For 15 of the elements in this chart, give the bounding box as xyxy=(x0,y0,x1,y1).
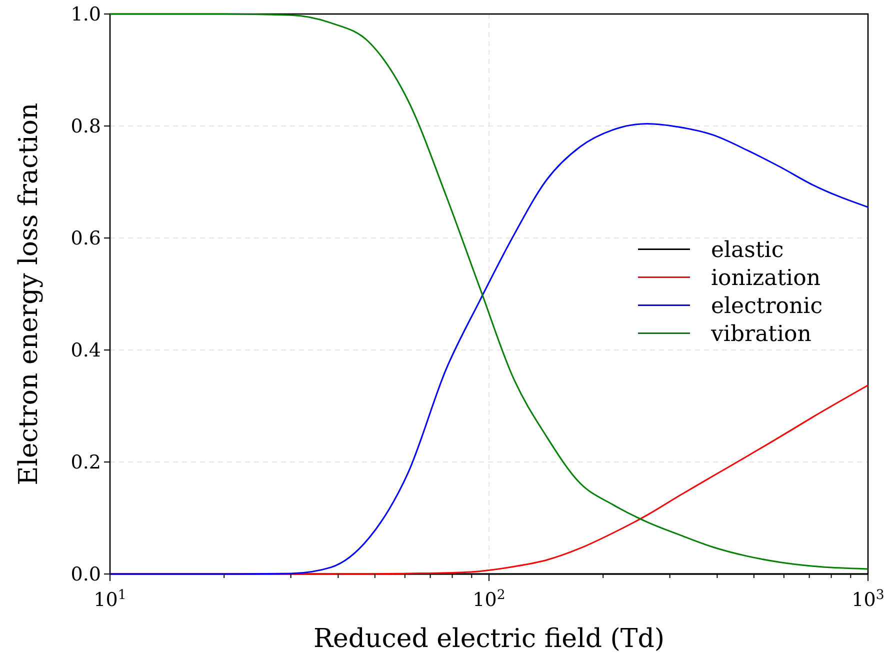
x-tick-label: 10$^{3}$ xyxy=(852,588,884,611)
legend-label: elastic xyxy=(711,238,784,263)
legend-label: electronic xyxy=(711,294,823,319)
y-tick-label: 0.4 xyxy=(70,340,101,362)
x-axis-title: Reduced electric field (Td) xyxy=(313,624,665,654)
y-tick-label: 0.0 xyxy=(70,564,101,586)
y-tick-label: 0.6 xyxy=(70,228,101,250)
y-tick-label: 0.2 xyxy=(70,452,101,474)
legend-label: ionization xyxy=(711,266,820,291)
y-tick-label: 1.0 xyxy=(70,4,101,26)
x-tick-label: 10$^{2}$ xyxy=(472,588,506,611)
legend-label: vibration xyxy=(710,322,812,347)
y-axis-title: Electron energy loss fraction xyxy=(14,102,44,486)
y-tick-label: 0.8 xyxy=(70,116,101,138)
x-tick-label: 10$^{1}$ xyxy=(94,588,126,611)
